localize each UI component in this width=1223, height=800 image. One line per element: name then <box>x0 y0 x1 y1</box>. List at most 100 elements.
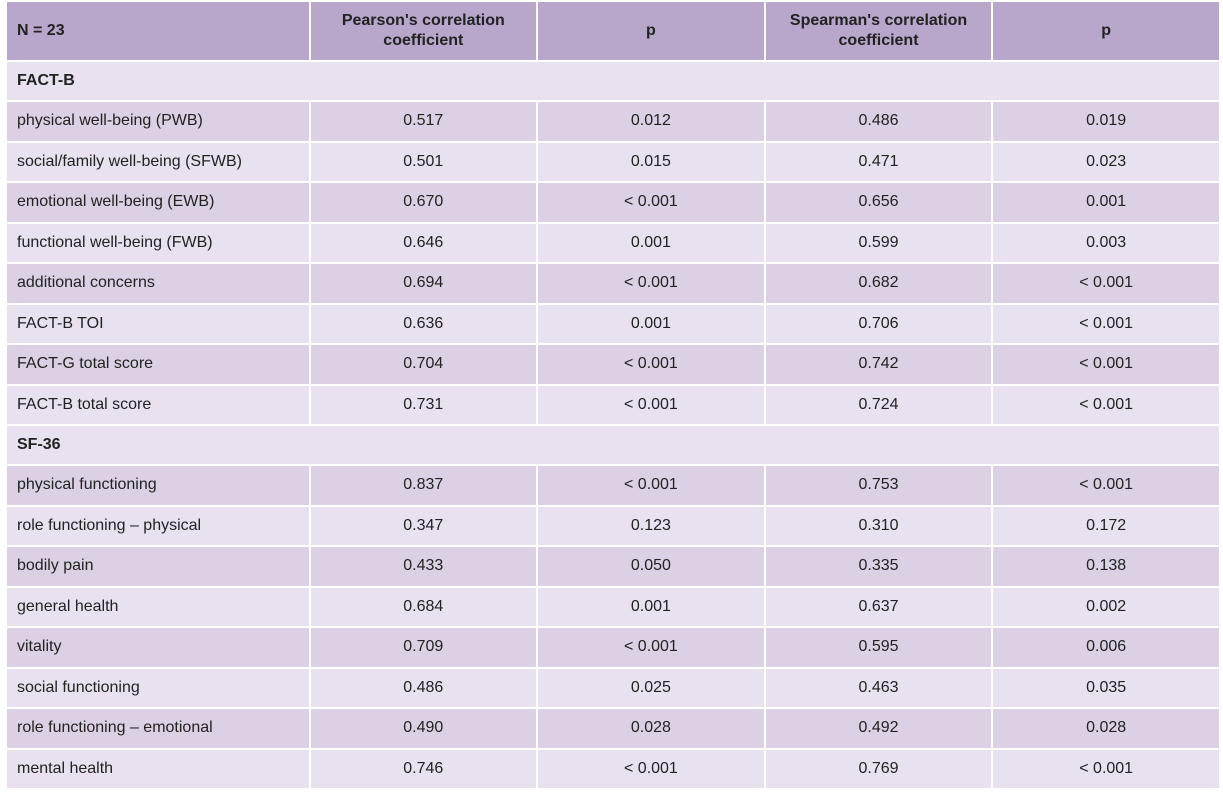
table-row: bodily pain 0.433 0.050 0.335 0.138 <box>7 547 1219 586</box>
correlation-table: N = 23 Pearson's correlation coefficient … <box>5 0 1221 790</box>
pearson-value: 0.731 <box>310 385 537 424</box>
section-title: FACT-B <box>7 62 1219 100</box>
spearman-p-value: 0.002 <box>993 587 1219 626</box>
table-row: FACT-B total score 0.731 < 0.001 0.724 < 0.0… <box>7 385 1219 424</box>
header-spearman-line1: Spearman's correlation <box>789 12 968 29</box>
pearson-value: 0.486 <box>310 668 537 707</box>
spearman-value: 0.471 <box>765 142 992 181</box>
row-label: functional well-being (FWB) <box>7 223 309 262</box>
header-pearson: Pearson's correlation coefficient <box>310 2 537 60</box>
table-row: FACT-B TOI 0.636 0.001 0.706 < 0.001 <box>7 304 1219 343</box>
header-pearson-line2: coefficient <box>383 32 464 49</box>
pearson-value: 0.746 <box>310 749 537 788</box>
row-label: bodily pain <box>7 547 309 586</box>
spearman-p-value: < 0.001 <box>993 345 1219 384</box>
spearman-p-value: < 0.001 <box>993 466 1219 505</box>
spearman-value: 0.753 <box>765 466 992 505</box>
pearson-p-value: 0.025 <box>538 668 764 707</box>
pearson-value: 0.433 <box>310 547 537 586</box>
pearson-p-value: 0.001 <box>538 223 764 262</box>
table-row: physical functioning 0.837 < 0.001 0.753 < 0… <box>7 466 1219 505</box>
pearson-value: 0.646 <box>310 223 537 262</box>
pearson-p-value: 0.012 <box>538 102 764 141</box>
spearman-value: 0.769 <box>765 749 992 788</box>
row-label: vitality <box>7 628 309 667</box>
section-row: SF-36 <box>7 426 1219 464</box>
table-row: emotional well-being (EWB) 0.670 < 0.001 0.… <box>7 183 1219 222</box>
pearson-value: 0.517 <box>310 102 537 141</box>
spearman-p-value: 0.019 <box>993 102 1219 141</box>
table-row: mental health 0.746 < 0.001 0.769 < 0.001 <box>7 749 1219 788</box>
header-n: N = 23 <box>7 2 309 60</box>
pearson-p-value: < 0.001 <box>538 264 764 303</box>
row-label: general health <box>7 587 309 626</box>
table-header: N = 23 Pearson's correlation coefficient … <box>7 2 1219 60</box>
row-label: emotional well-being (EWB) <box>7 183 309 222</box>
pearson-p-value: 0.001 <box>538 304 764 343</box>
spearman-value: 0.335 <box>765 547 992 586</box>
pearson-value: 0.347 <box>310 506 537 545</box>
spearman-p-value: 0.023 <box>993 142 1219 181</box>
spearman-value: 0.742 <box>765 345 992 384</box>
pearson-p-value: 0.050 <box>538 547 764 586</box>
row-label: social functioning <box>7 668 309 707</box>
section-title: SF-36 <box>7 426 1219 464</box>
spearman-p-value: 0.006 <box>993 628 1219 667</box>
pearson-p-value: < 0.001 <box>538 749 764 788</box>
table-row: role functioning – emotional 0.490 0.028 0.… <box>7 709 1219 748</box>
row-label: physical well-being (PWB) <box>7 102 309 141</box>
row-label: mental health <box>7 749 309 788</box>
spearman-value: 0.706 <box>765 304 992 343</box>
pearson-value: 0.684 <box>310 587 537 626</box>
spearman-p-value: < 0.001 <box>993 264 1219 303</box>
spearman-p-value: 0.138 <box>993 547 1219 586</box>
table-row: social functioning 0.486 0.025 0.463 0.035 <box>7 668 1219 707</box>
spearman-value: 0.656 <box>765 183 992 222</box>
table-body: FACT-B physical well-being (PWB) 0.517 0.01… <box>7 62 1219 788</box>
spearman-p-value: 0.172 <box>993 506 1219 545</box>
row-label: FACT-B TOI <box>7 304 309 343</box>
pearson-value: 0.694 <box>310 264 537 303</box>
pearson-value: 0.490 <box>310 709 537 748</box>
spearman-p-value: 0.003 <box>993 223 1219 262</box>
pearson-p-value: < 0.001 <box>538 385 764 424</box>
header-spearman-line2: coefficient <box>838 32 919 49</box>
pearson-value: 0.670 <box>310 183 537 222</box>
spearman-value: 0.724 <box>765 385 992 424</box>
pearson-p-value: 0.015 <box>538 142 764 181</box>
pearson-value: 0.709 <box>310 628 537 667</box>
table-row: role functioning – physical 0.347 0.123 0.3… <box>7 506 1219 545</box>
table-row: social/family well-being (SFWB) 0.501 0.01… <box>7 142 1219 181</box>
spearman-p-value: < 0.001 <box>993 304 1219 343</box>
spearman-value: 0.595 <box>765 628 992 667</box>
pearson-p-value: 0.028 <box>538 709 764 748</box>
section-row: FACT-B <box>7 62 1219 100</box>
header-spearman: Spearman's correlation coefficient <box>765 2 992 60</box>
pearson-p-value: < 0.001 <box>538 345 764 384</box>
spearman-value: 0.682 <box>765 264 992 303</box>
table-row: vitality 0.709 < 0.001 0.595 0.006 <box>7 628 1219 667</box>
spearman-value: 0.310 <box>765 506 992 545</box>
spearman-value: 0.492 <box>765 709 992 748</box>
row-label: social/family well-being (SFWB) <box>7 142 309 181</box>
header-row: N = 23 Pearson's correlation coefficient … <box>7 2 1219 60</box>
pearson-p-value: < 0.001 <box>538 466 764 505</box>
spearman-p-value: 0.028 <box>993 709 1219 748</box>
header-p-spearman: p <box>993 2 1219 60</box>
spearman-p-value: 0.001 <box>993 183 1219 222</box>
row-label: FACT-B total score <box>7 385 309 424</box>
row-label: role functioning – physical <box>7 506 309 545</box>
pearson-p-value: < 0.001 <box>538 183 764 222</box>
header-pearson-line1: Pearson's correlation <box>341 12 505 29</box>
pearson-value: 0.636 <box>310 304 537 343</box>
header-p-pearson: p <box>538 2 764 60</box>
pearson-p-value: < 0.001 <box>538 628 764 667</box>
table-row: additional concerns 0.694 < 0.001 0.682 < 0.… <box>7 264 1219 303</box>
spearman-value: 0.599 <box>765 223 992 262</box>
pearson-value: 0.837 <box>310 466 537 505</box>
row-label: role functioning – emotional <box>7 709 309 748</box>
row-label: physical functioning <box>7 466 309 505</box>
spearman-p-value: < 0.001 <box>993 749 1219 788</box>
spearman-p-value: < 0.001 <box>993 385 1219 424</box>
spearman-value: 0.637 <box>765 587 992 626</box>
